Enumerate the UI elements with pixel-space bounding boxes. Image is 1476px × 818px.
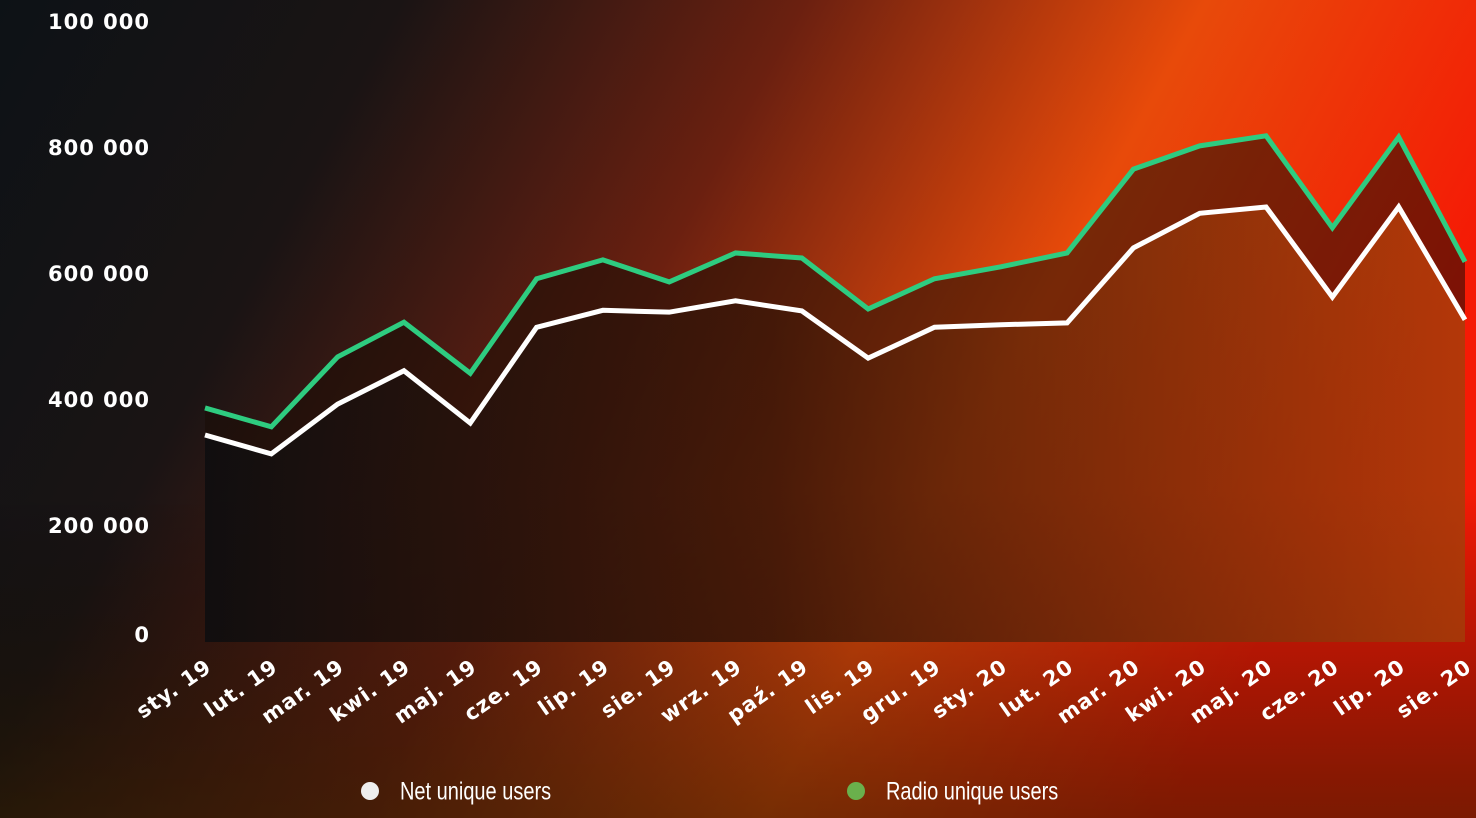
y-tick-label: 400 000 (48, 388, 150, 412)
line (204, 132, 1468, 430)
line (204, 202, 1468, 457)
legend-marker (361, 782, 379, 800)
y-tick-label: 200 000 (48, 514, 150, 538)
legend-label: Net unique users (400, 778, 551, 806)
area (205, 206, 1465, 642)
y-tick-label: 600 000 (48, 262, 150, 286)
y-tick-label: 0 (134, 623, 150, 647)
legend-marker (847, 782, 865, 800)
y-tick-label: 800 000 (48, 136, 150, 160)
y-tick-label: 100 000 (48, 10, 150, 34)
legend-label: Radio unique users (886, 778, 1058, 806)
